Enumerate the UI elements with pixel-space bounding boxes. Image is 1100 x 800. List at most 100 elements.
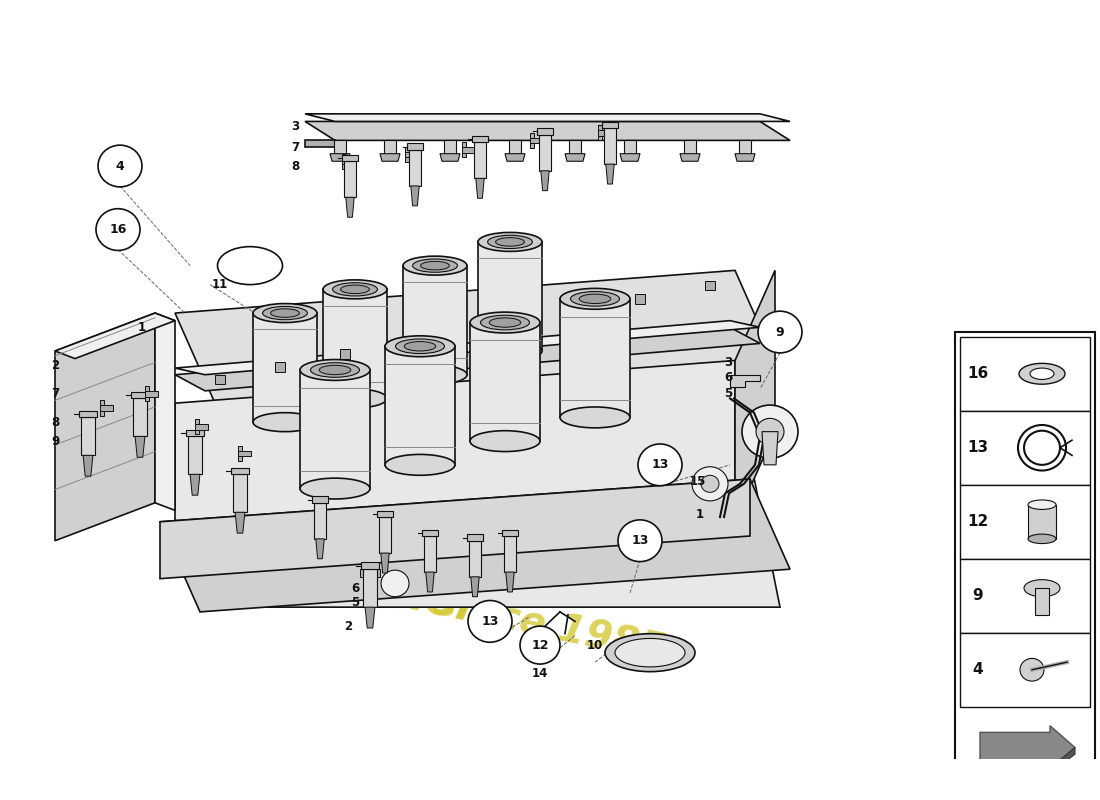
Polygon shape [361,562,379,569]
Polygon shape [565,154,585,162]
Bar [960,558,1090,633]
Polygon shape [145,386,149,391]
Polygon shape [100,410,104,415]
Polygon shape [980,747,1075,773]
Polygon shape [133,398,147,436]
Polygon shape [316,539,324,558]
Text: 13: 13 [631,534,649,547]
Ellipse shape [478,342,542,361]
Polygon shape [377,510,393,517]
Text: 16: 16 [109,223,126,236]
Text: 7: 7 [51,387,59,400]
Polygon shape [253,313,317,422]
Ellipse shape [300,359,370,381]
Text: 1: 1 [696,508,704,521]
Polygon shape [384,141,396,154]
Polygon shape [214,374,225,384]
Polygon shape [1028,505,1056,539]
Polygon shape [231,467,249,474]
Ellipse shape [487,235,532,249]
Ellipse shape [1028,500,1056,510]
Polygon shape [305,141,336,147]
Text: 1: 1 [138,321,146,334]
Ellipse shape [403,256,467,275]
Text: 5: 5 [724,387,733,400]
Circle shape [618,520,662,562]
Polygon shape [363,569,377,607]
Text: 9: 9 [776,326,784,338]
Polygon shape [344,162,356,198]
Polygon shape [175,361,735,565]
Polygon shape [160,479,790,612]
Circle shape [96,209,140,250]
Polygon shape [405,152,418,158]
Polygon shape [188,436,202,474]
Polygon shape [305,122,790,141]
Text: a passion: a passion [250,542,492,634]
Ellipse shape [560,407,630,428]
Ellipse shape [580,294,611,303]
Polygon shape [530,143,533,148]
Polygon shape [238,456,242,461]
Bar [955,332,1094,787]
Circle shape [98,145,142,187]
Ellipse shape [385,336,455,357]
Circle shape [638,444,682,486]
Polygon shape [79,410,97,418]
Polygon shape [407,143,422,150]
Polygon shape [541,170,549,190]
Text: 12: 12 [531,638,549,651]
Polygon shape [342,164,346,169]
Ellipse shape [478,233,542,251]
Ellipse shape [405,342,436,351]
Circle shape [758,311,802,353]
Polygon shape [330,154,350,162]
Circle shape [1020,658,1044,681]
Polygon shape [598,136,602,141]
Polygon shape [403,266,467,374]
Polygon shape [604,128,616,164]
Text: since 1985: since 1985 [430,583,668,669]
Text: 2: 2 [344,620,352,633]
Polygon shape [468,534,483,541]
Text: 14: 14 [531,667,548,680]
Polygon shape [635,294,645,304]
Text: 8: 8 [290,159,299,173]
Circle shape [756,418,784,445]
Polygon shape [509,141,521,154]
Circle shape [520,626,560,664]
Text: 4: 4 [116,159,124,173]
Bar [960,778,1090,800]
Polygon shape [312,496,328,502]
Ellipse shape [470,430,540,451]
Polygon shape [530,138,543,143]
Text: 11: 11 [212,278,228,291]
Polygon shape [165,408,780,607]
Text: 16: 16 [967,366,989,382]
Polygon shape [360,569,379,577]
Text: 9: 9 [972,588,983,603]
Polygon shape [444,141,456,154]
Polygon shape [345,198,354,218]
Polygon shape [598,126,602,130]
Text: 8: 8 [51,416,59,429]
Polygon shape [739,141,751,154]
Text: 10: 10 [587,638,603,651]
Polygon shape [602,122,618,128]
Polygon shape [537,128,553,134]
Text: 3: 3 [290,120,299,133]
Text: 3: 3 [724,356,733,369]
Polygon shape [342,158,355,164]
Polygon shape [84,455,92,476]
Polygon shape [539,134,551,170]
Ellipse shape [403,366,467,384]
Bar [960,410,1090,485]
Polygon shape [190,474,200,495]
Polygon shape [195,424,208,430]
Polygon shape [195,419,199,424]
Ellipse shape [1028,534,1056,543]
Bar [960,485,1090,558]
Circle shape [468,601,512,642]
Polygon shape [238,450,251,456]
Text: 4: 4 [972,662,983,678]
